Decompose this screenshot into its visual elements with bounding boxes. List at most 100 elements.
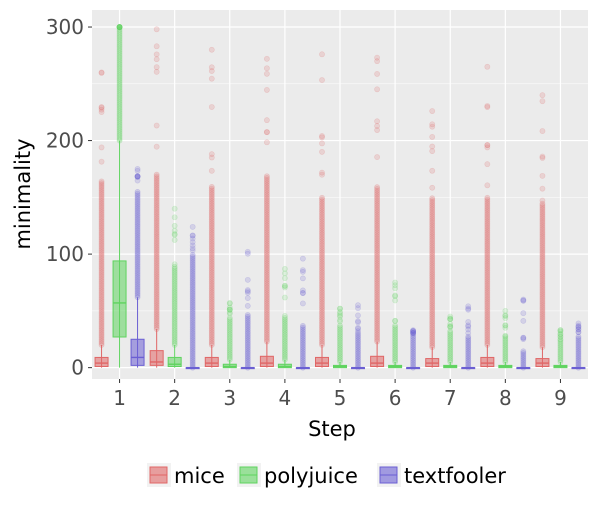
outlier-point (263, 280, 270, 287)
outlier-point (189, 333, 196, 340)
outlier-point (134, 258, 141, 264)
outlier-point (447, 323, 454, 329)
outlier-point (374, 218, 381, 225)
outlier-point (244, 250, 251, 257)
outlier-point (244, 353, 251, 360)
outlier-point (189, 252, 196, 258)
outlier-point (244, 288, 251, 295)
outlier-point (98, 242, 105, 248)
outlier-point (208, 271, 215, 277)
outlier-point (153, 260, 160, 267)
outlier-point (319, 233, 325, 239)
outlier-point (189, 350, 196, 357)
outlier-point (484, 327, 491, 334)
outlier-point (539, 268, 546, 274)
outlier-point (98, 312, 105, 319)
outlier-point (429, 123, 436, 130)
outlier-point (374, 71, 381, 77)
outlier-point (263, 238, 270, 245)
outlier-point (484, 338, 491, 345)
outlier-point (98, 205, 105, 212)
outlier-point (374, 325, 381, 332)
outlier-point (319, 169, 325, 176)
outlier-point (263, 231, 270, 238)
outlier-point (355, 318, 361, 325)
outlier-point (281, 342, 288, 349)
outlier-point (299, 339, 306, 346)
outlier-point (171, 294, 178, 301)
outlier-point (429, 286, 436, 292)
outlier-point (319, 285, 325, 292)
outlier-point (299, 324, 306, 331)
outlier-point (153, 186, 160, 193)
outlier-point (116, 34, 123, 40)
outlier-point (429, 340, 436, 347)
outlier-point (429, 293, 436, 300)
outlier-point (392, 317, 399, 324)
outlier-point (319, 256, 325, 263)
outlier-point (539, 309, 546, 316)
outlier-point (392, 326, 399, 333)
outlier-point (263, 276, 270, 283)
outlier-point (299, 342, 306, 349)
outlier-point (429, 198, 436, 205)
outlier-point (153, 258, 160, 265)
outlier-point (539, 253, 546, 260)
outlier-group-polyjuice (226, 300, 233, 363)
outlier-point (134, 270, 141, 277)
outlier-point (153, 197, 160, 203)
outlier-point (189, 306, 196, 313)
outlier-point (134, 192, 141, 199)
outlier-point (484, 273, 491, 279)
outlier-point (392, 348, 399, 354)
outlier-point (502, 322, 509, 329)
outlier-point (429, 266, 436, 272)
outlier-point (244, 330, 251, 337)
outlier-point (263, 235, 270, 241)
outlier-point (557, 355, 564, 362)
outlier-point (263, 289, 270, 296)
outlier-point (208, 265, 215, 272)
outlier-point (557, 344, 564, 351)
outlier-point (116, 39, 123, 46)
outlier-point (116, 110, 123, 117)
legend: mice polyjuice textfooler (147, 463, 506, 488)
outlier-point (429, 291, 436, 298)
outlier-point (208, 183, 215, 190)
outlier-point (374, 54, 381, 61)
outlier-point (208, 234, 215, 241)
outlier-point (374, 58, 381, 65)
outlier-point (557, 349, 564, 356)
outlier-point (374, 206, 381, 212)
outlier-point (171, 205, 178, 212)
outlier-point (539, 251, 546, 258)
outlier-point (244, 359, 251, 366)
outlier-point (226, 320, 233, 327)
outlier-point (319, 249, 325, 256)
outlier-point (208, 285, 215, 292)
outlier-point (429, 217, 436, 223)
outlier-point (319, 216, 325, 223)
outlier-point (319, 242, 325, 248)
outlier-point (281, 347, 288, 354)
outlier-point (319, 320, 325, 327)
outlier-point (447, 335, 454, 342)
outlier-point (244, 315, 251, 322)
outlier-point (484, 305, 491, 312)
outlier-point (244, 337, 251, 344)
outlier-point (392, 353, 399, 360)
outlier-point (447, 328, 454, 334)
outlier-point (319, 227, 325, 234)
outlier-point (153, 178, 160, 185)
outlier-point (319, 236, 325, 243)
outlier-point (171, 298, 178, 305)
outlier-point (374, 184, 381, 191)
outlier-point (153, 306, 160, 312)
outlier-point (153, 317, 160, 323)
outlier-point (153, 56, 160, 63)
outlier-point (226, 307, 233, 313)
outlier-point (171, 292, 178, 299)
outlier-point (429, 215, 436, 222)
outlier-point (189, 268, 196, 275)
outlier-point (226, 327, 233, 334)
